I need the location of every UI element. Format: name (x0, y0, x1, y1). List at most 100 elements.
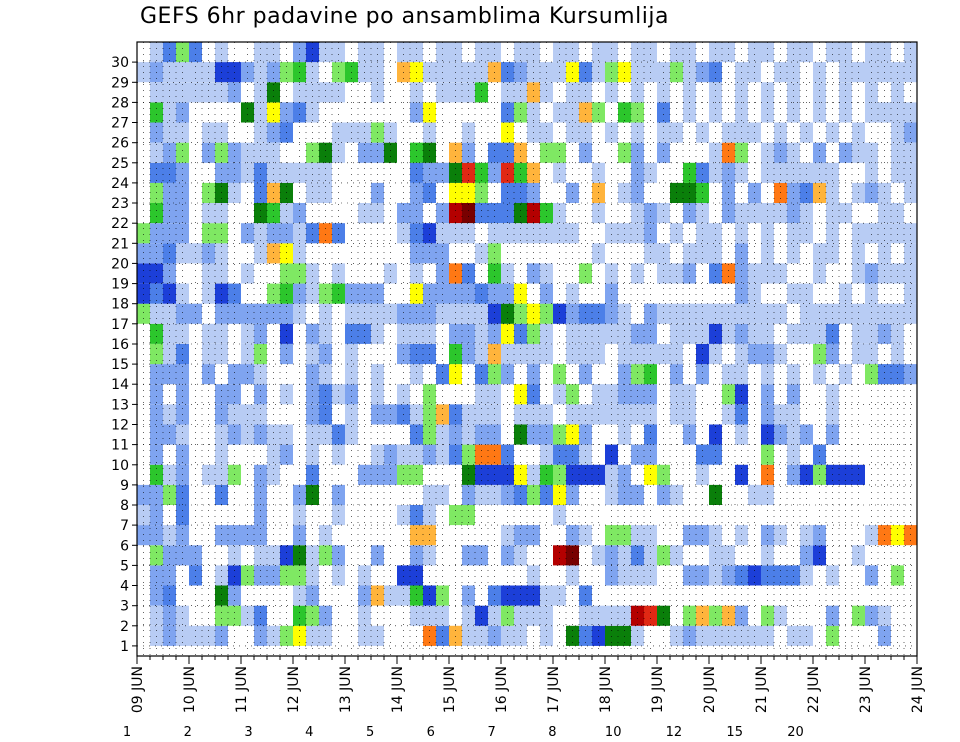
heatmap-cell (878, 364, 891, 385)
heatmap-cell (202, 323, 215, 344)
heatmap-cell (423, 162, 436, 183)
heatmap-cell (644, 323, 657, 344)
heatmap-cell (891, 142, 904, 163)
heatmap-cell (904, 243, 917, 264)
x-tick-label: 14 JUN (390, 666, 406, 713)
heatmap-cell (423, 424, 436, 445)
heatmap-cell (631, 444, 644, 465)
heatmap-cell (618, 484, 631, 505)
heatmap-cell (865, 323, 878, 344)
heatmap-cell (488, 364, 501, 385)
heatmap-cell (306, 142, 319, 163)
heatmap-cell (527, 102, 540, 123)
heatmap-cell (332, 82, 345, 103)
heatmap-cell (449, 82, 462, 103)
heatmap-cell (683, 263, 696, 284)
heatmap-cell (761, 545, 774, 566)
heatmap-cell (774, 424, 787, 445)
heatmap-cell (540, 263, 553, 284)
heatmap-cell (423, 545, 436, 566)
chart-title: GEFS 6hr padavine po ansamblima Kursumli… (140, 4, 669, 29)
heatmap-cell (228, 585, 241, 606)
heatmap-cell (618, 102, 631, 123)
heatmap-cell (410, 545, 423, 566)
heatmap-cell (631, 605, 644, 626)
heatmap-cell (670, 364, 683, 385)
heatmap-cell (878, 203, 891, 224)
heatmap-cell (904, 525, 917, 546)
heatmap-cell (267, 565, 280, 586)
heatmap-cell (904, 102, 917, 123)
heatmap-cell (644, 303, 657, 324)
heatmap-cell (579, 364, 592, 385)
heatmap-cell (514, 525, 527, 546)
heatmap-cell (371, 303, 384, 324)
heatmap-cell (904, 283, 917, 304)
heatmap-cell (254, 142, 267, 163)
heatmap-cell (410, 505, 423, 526)
heatmap-cell (852, 605, 865, 626)
heatmap-cell (397, 585, 410, 606)
heatmap-cell (540, 424, 553, 445)
heatmap-cell (488, 585, 501, 606)
heatmap-cell (345, 303, 358, 324)
heatmap-cell (696, 444, 709, 465)
heatmap-cell (254, 162, 267, 183)
heatmap-cell (319, 162, 332, 183)
heatmap-cell (319, 384, 332, 405)
heatmap-cell (150, 303, 163, 324)
heatmap-cell (150, 424, 163, 445)
heatmap-cell (787, 625, 800, 646)
heatmap-cell (436, 263, 449, 284)
heatmap-cell (293, 223, 306, 244)
heatmap-cell (605, 444, 618, 465)
heatmap-cell (397, 223, 410, 244)
heatmap-cell (306, 424, 319, 445)
heatmap-cell (605, 42, 618, 63)
heatmap-cell (709, 303, 722, 324)
heatmap-cell (501, 323, 514, 344)
heatmap-cell (514, 625, 527, 646)
heatmap-cell (878, 605, 891, 626)
heatmap-cell (735, 263, 748, 284)
heatmap-cell (358, 283, 371, 304)
heatmap-cell (891, 203, 904, 224)
heatmap-cell (839, 203, 852, 224)
heatmap-cell (800, 545, 813, 566)
heatmap-cell (813, 263, 826, 284)
heatmap-cell (644, 424, 657, 445)
heatmap-cell (293, 82, 306, 103)
heatmap-cell (163, 303, 176, 324)
heatmap-cell (436, 283, 449, 304)
heatmap-cell (254, 303, 267, 324)
heatmap-cell (384, 444, 397, 465)
heatmap-cell (527, 364, 540, 385)
heatmap-cell (683, 203, 696, 224)
heatmap-cell (735, 162, 748, 183)
heatmap-cell (384, 142, 397, 163)
heatmap-cell (293, 203, 306, 224)
heatmap-cell (215, 283, 228, 304)
heatmap-cell (540, 303, 553, 324)
heatmap-cell (228, 142, 241, 163)
heatmap-cell (319, 82, 332, 103)
heatmap-cell (449, 42, 462, 63)
heatmap-cell (631, 42, 644, 63)
heatmap-cell (839, 102, 852, 123)
heatmap-cell (605, 283, 618, 304)
heatmap-cell (137, 283, 150, 304)
heatmap-cell (410, 82, 423, 103)
heatmap-cell (826, 625, 839, 646)
heatmap-cell (150, 565, 163, 586)
heatmap-cell (462, 162, 475, 183)
heatmap-cell (306, 283, 319, 304)
heatmap-cell (735, 283, 748, 304)
y-tick-label: 15 (111, 357, 129, 373)
heatmap-cell (475, 203, 488, 224)
heatmap-cell (735, 243, 748, 264)
heatmap-cell (761, 625, 774, 646)
heatmap-cell (826, 203, 839, 224)
heatmap-cell (475, 605, 488, 626)
y-tick-label: 1 (120, 639, 129, 655)
y-tick-label: 14 (111, 377, 129, 393)
